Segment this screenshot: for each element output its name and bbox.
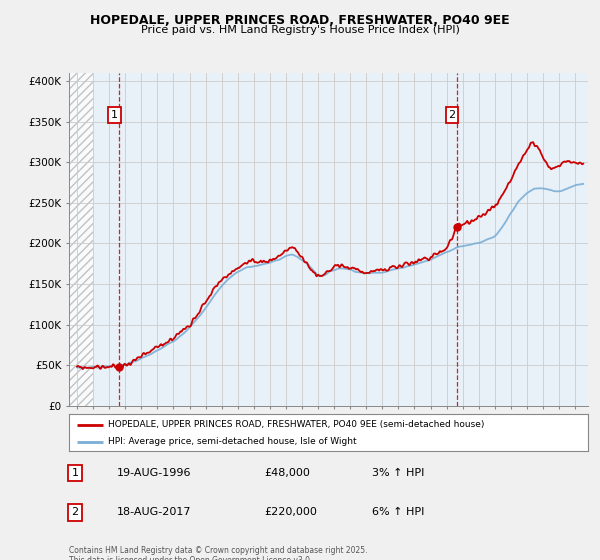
- Text: 6% ↑ HPI: 6% ↑ HPI: [372, 507, 424, 517]
- Text: £220,000: £220,000: [264, 507, 317, 517]
- Text: HOPEDALE, UPPER PRINCES ROAD, FRESHWATER, PO40 9EE: HOPEDALE, UPPER PRINCES ROAD, FRESHWATER…: [90, 14, 510, 27]
- Text: HPI: Average price, semi-detached house, Isle of Wight: HPI: Average price, semi-detached house,…: [108, 437, 356, 446]
- Text: Contains HM Land Registry data © Crown copyright and database right 2025.
This d: Contains HM Land Registry data © Crown c…: [69, 546, 367, 560]
- Text: 2: 2: [448, 110, 455, 120]
- Text: 18-AUG-2017: 18-AUG-2017: [117, 507, 191, 517]
- Text: 3% ↑ HPI: 3% ↑ HPI: [372, 468, 424, 478]
- Text: 1: 1: [71, 468, 79, 478]
- Text: 1: 1: [111, 110, 118, 120]
- Text: £48,000: £48,000: [264, 468, 310, 478]
- Bar: [69, 73, 93, 406]
- Text: 2: 2: [71, 507, 79, 517]
- Text: Price paid vs. HM Land Registry's House Price Index (HPI): Price paid vs. HM Land Registry's House …: [140, 25, 460, 35]
- Text: 19-AUG-1996: 19-AUG-1996: [117, 468, 191, 478]
- Text: HOPEDALE, UPPER PRINCES ROAD, FRESHWATER, PO40 9EE (semi-detached house): HOPEDALE, UPPER PRINCES ROAD, FRESHWATER…: [108, 420, 484, 429]
